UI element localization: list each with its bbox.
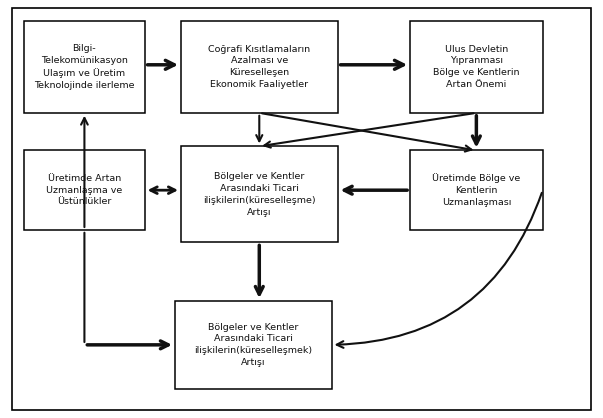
FancyBboxPatch shape — [410, 21, 543, 113]
FancyBboxPatch shape — [24, 150, 145, 230]
Text: Bilgi-
Telekomünikasyon
Ulaşım ve Üretim
Teknolojinde ilerleme: Bilgi- Telekomünikasyon Ulaşım ve Üretim… — [34, 44, 134, 90]
FancyBboxPatch shape — [181, 21, 338, 113]
Text: Ulus Devletin
Yıpranması
Bölge ve Kentlerin
Artan Önemi: Ulus Devletin Yıpranması Bölge ve Kentle… — [433, 45, 520, 89]
FancyBboxPatch shape — [410, 150, 543, 230]
Text: Üretimde Artan
Uzmanlaşma ve
Üstünlükler: Üretimde Artan Uzmanlaşma ve Üstünlükler — [46, 174, 122, 206]
FancyBboxPatch shape — [12, 8, 591, 410]
FancyBboxPatch shape — [181, 146, 338, 242]
Text: Bölgeler ve Kentler
Arasındaki Ticari
ilişkilerin(küreselleşme)
Artışı: Bölgeler ve Kentler Arasındaki Ticari il… — [203, 172, 315, 217]
FancyBboxPatch shape — [175, 301, 332, 389]
FancyBboxPatch shape — [24, 21, 145, 113]
Text: Bölgeler ve Kentler
Arasındaki Ticari
ilişkilerin(küreselleşmek)
Artışı: Bölgeler ve Kentler Arasındaki Ticari il… — [194, 323, 312, 367]
Text: Coğrafi Kısıtlamaların
Azalması ve
Küreselleşen
Ekonomik Faaliyetler: Coğrafi Kısıtlamaların Azalması ve Küres… — [208, 45, 311, 89]
Text: Üretimde Bölge ve
Kentlerin
Uzmanlaşması: Üretimde Bölge ve Kentlerin Uzmanlaşması — [432, 173, 520, 207]
